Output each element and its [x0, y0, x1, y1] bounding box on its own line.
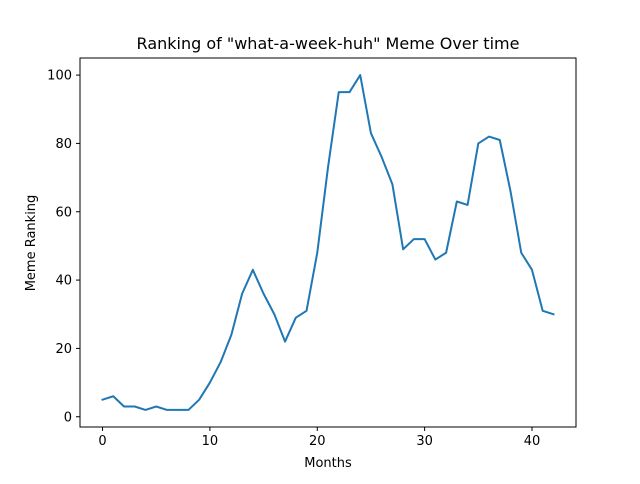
y-axis-label: Meme Ranking — [24, 195, 39, 292]
x-axis-label: Months — [304, 456, 352, 471]
y-tick-label: 80 — [55, 137, 72, 152]
y-tick-label: 100 — [47, 69, 72, 84]
x-tick-label: 10 — [202, 434, 219, 449]
x-tick-label: 0 — [98, 434, 106, 449]
x-tick-label: 40 — [524, 434, 541, 449]
x-tick-label: 20 — [309, 434, 326, 449]
y-tick-label: 20 — [55, 342, 72, 357]
y-tick-label: 0 — [64, 410, 72, 425]
chart-title: Ranking of "what-a-week-huh" Meme Over t… — [137, 34, 520, 53]
y-tick-label: 40 — [55, 274, 72, 289]
y-tick-label: 60 — [55, 205, 72, 220]
x-tick-label: 30 — [416, 434, 433, 449]
